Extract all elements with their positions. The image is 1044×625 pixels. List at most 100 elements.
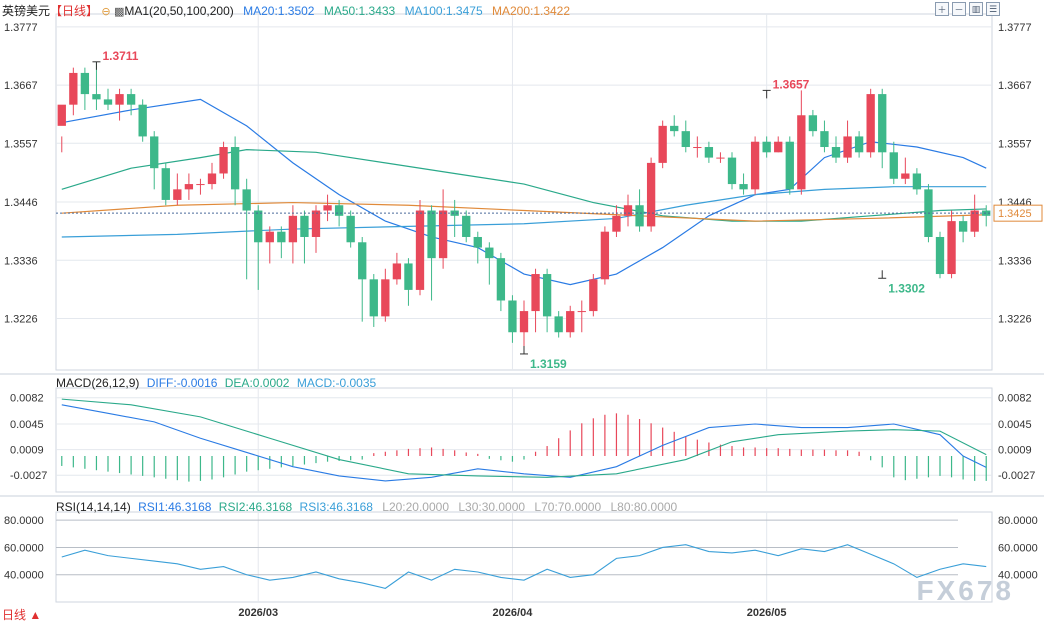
date-tick-label: 2026/05 [747, 607, 787, 619]
candle-body [623, 205, 633, 216]
candle-body [681, 131, 690, 148]
macd-tick-right: 0.0009 [998, 445, 1032, 457]
candle-body [115, 94, 124, 105]
candle-body [820, 131, 829, 148]
last-price-label: 1.3425 [998, 208, 1032, 220]
candle-body [392, 263, 402, 280]
candle-body [485, 247, 494, 259]
candle-body [901, 173, 910, 179]
macd-tick-left: -0.0027 [10, 470, 47, 482]
candle-body [265, 231, 274, 243]
candle-body [727, 157, 737, 185]
chart-toolbar: ＋ － ▥ ☰ [935, 2, 1000, 16]
candle-body [415, 210, 425, 290]
candle-body [438, 210, 448, 259]
candle-body [958, 221, 968, 232]
circle-arrow-icon[interactable]: ⊖ [101, 6, 111, 18]
ma-toggle-icon[interactable]: ▩ [113, 6, 125, 18]
candle-body [311, 210, 321, 237]
ma50-value: MA50:1.3433 [323, 4, 396, 18]
candle-body [358, 242, 367, 280]
candle-body [704, 147, 714, 158]
extreme-label: 1.3657 [773, 77, 810, 91]
macd-dea: DEA:0.0002 [224, 376, 290, 390]
candle-body [80, 72, 90, 95]
candle-body [92, 94, 101, 100]
candle-body [554, 316, 563, 333]
candle-body [496, 258, 506, 301]
candle-body [219, 147, 228, 174]
candle-body [843, 136, 852, 158]
candle-body [831, 147, 841, 158]
price-tick-left: 1.3667 [4, 80, 38, 92]
ma100-value: MA100:1.3475 [404, 4, 483, 18]
ma-line-ma50 [61, 149, 987, 222]
candle-body [866, 94, 875, 153]
price-tick-left: 1.3557 [4, 138, 38, 150]
candle-body [658, 125, 667, 163]
rsi-header: RSI(14,14,14) RSI1:46.3168 RSI2:46.3168 … [56, 500, 677, 514]
macd-tick-left: 0.0009 [10, 445, 44, 457]
candle-body [450, 210, 459, 216]
candle-body [531, 274, 540, 312]
panel-frame-2 [55, 511, 993, 603]
candle-body [589, 279, 598, 312]
candle-body [381, 279, 390, 317]
rsi-l80: L80:80.0000 [610, 500, 678, 514]
price-tick-right: 1.3336 [998, 255, 1032, 267]
candle-body [612, 215, 621, 232]
indicator-icon[interactable]: ▥ [969, 2, 983, 16]
zoom-out-icon[interactable]: － [952, 2, 966, 16]
candle-body [161, 168, 170, 200]
price-tick-right: 1.3226 [998, 313, 1032, 325]
candle-body [854, 136, 864, 153]
candle-body [693, 147, 702, 149]
candle-body [184, 184, 194, 190]
macd-header: MACD(26,12,9) DIFF:-0.0016 DEA:0.0002 MA… [56, 376, 376, 390]
candle-body [254, 210, 263, 243]
candle-body [462, 215, 471, 237]
candle-body [103, 99, 113, 105]
candle-body [369, 279, 378, 317]
last-price-box [993, 204, 1043, 222]
candle-body [196, 184, 205, 186]
rsi-tick-right: 40.0000 [998, 570, 1038, 582]
candle-body [126, 94, 136, 105]
zoom-in-icon[interactable]: ＋ [935, 2, 949, 16]
rsi-tick-right: 60.0000 [998, 542, 1038, 554]
period-selector[interactable]: 【日线】 [50, 4, 99, 18]
price-tick-left: 1.3336 [4, 255, 38, 267]
macd-diff: DIFF:-0.0016 [146, 376, 218, 390]
candle-body [150, 136, 159, 169]
macd-tick-right: 0.0082 [998, 393, 1032, 405]
candle-body [762, 141, 771, 153]
rsi-tick-left: 60.0000 [4, 542, 44, 554]
candle-body [300, 215, 309, 237]
macd-tick-left: 0.0082 [10, 393, 44, 405]
candle-body [774, 141, 783, 153]
macd-tick-right: 0.0045 [998, 419, 1032, 431]
rsi-line [61, 544, 987, 589]
candle-body [230, 147, 240, 190]
extreme-label: 1.3159 [530, 357, 567, 371]
ma-label: MA1(20,50,100,200) [124, 4, 234, 18]
candle-body [970, 210, 979, 232]
rsi-label: RSI(14,14,14) [56, 500, 131, 514]
candle-body [346, 215, 355, 243]
candle-body [635, 205, 644, 227]
price-tick-left: 1.3777 [4, 22, 38, 34]
ma-line-ma200 [61, 201, 987, 222]
extreme-label: 1.3711 [102, 49, 138, 63]
ma20-value: MA20:1.3502 [243, 4, 315, 18]
period-toggle-button[interactable]: 日线 ▲ [2, 608, 42, 622]
candle-body [508, 300, 517, 333]
settings-icon[interactable]: ☰ [986, 2, 1000, 16]
rsi1-value: RSI1:46.3168 [138, 500, 212, 514]
rsi-tick-left: 40.0000 [4, 570, 44, 582]
candle-body [277, 231, 286, 243]
candle-body [577, 311, 586, 313]
extreme-label: 1.3302 [888, 281, 925, 295]
rsi-tick-right: 80.0000 [998, 515, 1038, 527]
macd-diff-line [61, 404, 987, 482]
